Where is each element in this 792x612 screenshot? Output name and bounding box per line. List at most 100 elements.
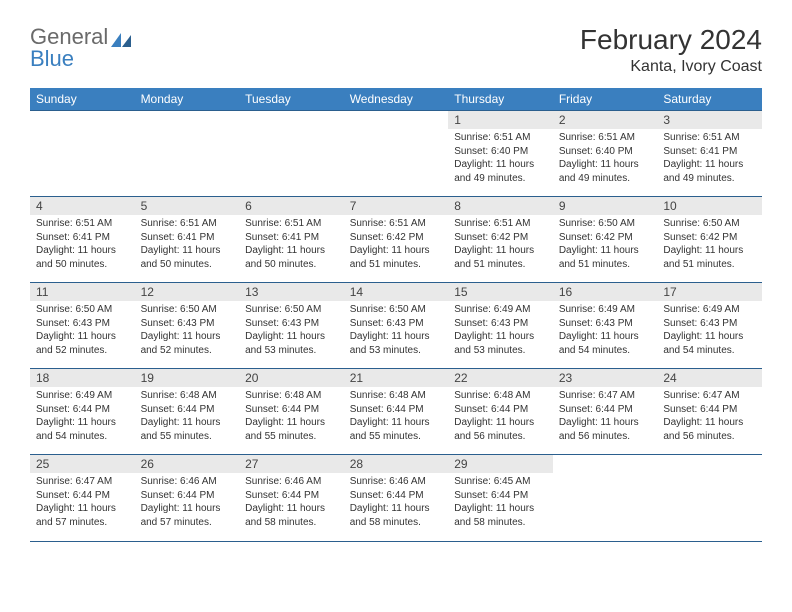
daylight-text: Daylight: 11 hours and 52 minutes. xyxy=(36,330,129,357)
day-cell: 3Sunrise: 6:51 AMSunset: 6:41 PMDaylight… xyxy=(657,111,762,197)
day-cell: 2Sunrise: 6:51 AMSunset: 6:40 PMDaylight… xyxy=(553,111,658,197)
day-details: Sunrise: 6:50 AMSunset: 6:43 PMDaylight:… xyxy=(239,301,344,361)
day-cell: 4Sunrise: 6:51 AMSunset: 6:41 PMDaylight… xyxy=(30,197,135,283)
daylight-text: Daylight: 11 hours and 55 minutes. xyxy=(141,416,234,443)
week-row: 1Sunrise: 6:51 AMSunset: 6:40 PMDaylight… xyxy=(30,111,762,197)
day-details: Sunrise: 6:49 AMSunset: 6:43 PMDaylight:… xyxy=(657,301,762,361)
sunrise-text: Sunrise: 6:51 AM xyxy=(454,217,547,231)
day-number: 28 xyxy=(344,455,449,473)
daylight-text: Daylight: 11 hours and 50 minutes. xyxy=(245,244,338,271)
month-title: February 2024 xyxy=(580,24,762,56)
day-cell: 27Sunrise: 6:46 AMSunset: 6:44 PMDayligh… xyxy=(239,455,344,541)
sunset-text: Sunset: 6:43 PM xyxy=(245,317,338,331)
dayhead-tuesday: Tuesday xyxy=(239,88,344,111)
day-number: 11 xyxy=(30,283,135,301)
sunrise-text: Sunrise: 6:51 AM xyxy=(141,217,234,231)
day-number: 23 xyxy=(553,369,658,387)
sunrise-text: Sunrise: 6:48 AM xyxy=(141,389,234,403)
sunset-text: Sunset: 6:44 PM xyxy=(141,489,234,503)
day-details: Sunrise: 6:50 AMSunset: 6:43 PMDaylight:… xyxy=(30,301,135,361)
day-details: Sunrise: 6:46 AMSunset: 6:44 PMDaylight:… xyxy=(239,473,344,533)
sunrise-text: Sunrise: 6:51 AM xyxy=(559,131,652,145)
day-details: Sunrise: 6:48 AMSunset: 6:44 PMDaylight:… xyxy=(344,387,449,447)
title-block: February 2024 Kanta, Ivory Coast xyxy=(580,24,762,76)
day-details: Sunrise: 6:46 AMSunset: 6:44 PMDaylight:… xyxy=(135,473,240,533)
sunrise-text: Sunrise: 6:50 AM xyxy=(36,303,129,317)
daylight-text: Daylight: 11 hours and 53 minutes. xyxy=(245,330,338,357)
day-details: Sunrise: 6:51 AMSunset: 6:40 PMDaylight:… xyxy=(553,129,658,189)
sunset-text: Sunset: 6:44 PM xyxy=(141,403,234,417)
dayhead-wednesday: Wednesday xyxy=(344,88,449,111)
daylight-text: Daylight: 11 hours and 51 minutes. xyxy=(350,244,443,271)
day-cell: 21Sunrise: 6:48 AMSunset: 6:44 PMDayligh… xyxy=(344,369,449,455)
day-details: Sunrise: 6:49 AMSunset: 6:44 PMDaylight:… xyxy=(30,387,135,447)
sunrise-text: Sunrise: 6:47 AM xyxy=(36,475,129,489)
day-number: 19 xyxy=(135,369,240,387)
daylight-text: Daylight: 11 hours and 54 minutes. xyxy=(559,330,652,357)
daylight-text: Daylight: 11 hours and 53 minutes. xyxy=(454,330,547,357)
sunrise-text: Sunrise: 6:49 AM xyxy=(36,389,129,403)
day-number: 7 xyxy=(344,197,449,215)
sunset-text: Sunset: 6:41 PM xyxy=(36,231,129,245)
day-details: Sunrise: 6:48 AMSunset: 6:44 PMDaylight:… xyxy=(135,387,240,447)
sunset-text: Sunset: 6:42 PM xyxy=(350,231,443,245)
day-cell: 9Sunrise: 6:50 AMSunset: 6:42 PMDaylight… xyxy=(553,197,658,283)
day-details: Sunrise: 6:51 AMSunset: 6:41 PMDaylight:… xyxy=(30,215,135,275)
daylight-text: Daylight: 11 hours and 49 minutes. xyxy=(559,158,652,185)
day-cell: 1Sunrise: 6:51 AMSunset: 6:40 PMDaylight… xyxy=(448,111,553,197)
week-row: 25Sunrise: 6:47 AMSunset: 6:44 PMDayligh… xyxy=(30,455,762,541)
sunset-text: Sunset: 6:43 PM xyxy=(559,317,652,331)
sunrise-text: Sunrise: 6:47 AM xyxy=(559,389,652,403)
day-cell: 11Sunrise: 6:50 AMSunset: 6:43 PMDayligh… xyxy=(30,283,135,369)
sunrise-text: Sunrise: 6:49 AM xyxy=(559,303,652,317)
day-details: Sunrise: 6:51 AMSunset: 6:41 PMDaylight:… xyxy=(657,129,762,189)
day-cell: 28Sunrise: 6:46 AMSunset: 6:44 PMDayligh… xyxy=(344,455,449,541)
dayhead-monday: Monday xyxy=(135,88,240,111)
daylight-text: Daylight: 11 hours and 50 minutes. xyxy=(141,244,234,271)
daylight-text: Daylight: 11 hours and 51 minutes. xyxy=(559,244,652,271)
sunset-text: Sunset: 6:44 PM xyxy=(350,403,443,417)
sunrise-text: Sunrise: 6:50 AM xyxy=(245,303,338,317)
day-number: 16 xyxy=(553,283,658,301)
sunrise-text: Sunrise: 6:48 AM xyxy=(245,389,338,403)
day-details: Sunrise: 6:50 AMSunset: 6:43 PMDaylight:… xyxy=(135,301,240,361)
day-number: 29 xyxy=(448,455,553,473)
week-row: 18Sunrise: 6:49 AMSunset: 6:44 PMDayligh… xyxy=(30,369,762,455)
sunset-text: Sunset: 6:40 PM xyxy=(454,145,547,159)
daylight-text: Daylight: 11 hours and 57 minutes. xyxy=(36,502,129,529)
sunrise-text: Sunrise: 6:46 AM xyxy=(350,475,443,489)
day-cell: 25Sunrise: 6:47 AMSunset: 6:44 PMDayligh… xyxy=(30,455,135,541)
day-details: Sunrise: 6:51 AMSunset: 6:42 PMDaylight:… xyxy=(344,215,449,275)
day-number: 20 xyxy=(239,369,344,387)
daylight-text: Daylight: 11 hours and 49 minutes. xyxy=(454,158,547,185)
dayhead-thursday: Thursday xyxy=(448,88,553,111)
sunrise-text: Sunrise: 6:49 AM xyxy=(663,303,756,317)
sunrise-text: Sunrise: 6:47 AM xyxy=(663,389,756,403)
day-number: 2 xyxy=(553,111,658,129)
day-details: Sunrise: 6:50 AMSunset: 6:43 PMDaylight:… xyxy=(344,301,449,361)
day-cell: 10Sunrise: 6:50 AMSunset: 6:42 PMDayligh… xyxy=(657,197,762,283)
day-cell: 29Sunrise: 6:45 AMSunset: 6:44 PMDayligh… xyxy=(448,455,553,541)
sunrise-text: Sunrise: 6:46 AM xyxy=(245,475,338,489)
day-cell: 7Sunrise: 6:51 AMSunset: 6:42 PMDaylight… xyxy=(344,197,449,283)
week-row: 4Sunrise: 6:51 AMSunset: 6:41 PMDaylight… xyxy=(30,197,762,283)
day-number: 18 xyxy=(30,369,135,387)
dayhead-saturday: Saturday xyxy=(657,88,762,111)
sunset-text: Sunset: 6:44 PM xyxy=(350,489,443,503)
day-number: 21 xyxy=(344,369,449,387)
day-cell xyxy=(239,111,344,197)
day-details: Sunrise: 6:46 AMSunset: 6:44 PMDaylight:… xyxy=(344,473,449,533)
day-cell: 8Sunrise: 6:51 AMSunset: 6:42 PMDaylight… xyxy=(448,197,553,283)
sunset-text: Sunset: 6:40 PM xyxy=(559,145,652,159)
sunset-text: Sunset: 6:41 PM xyxy=(663,145,756,159)
daylight-text: Daylight: 11 hours and 53 minutes. xyxy=(350,330,443,357)
day-cell: 23Sunrise: 6:47 AMSunset: 6:44 PMDayligh… xyxy=(553,369,658,455)
sunrise-text: Sunrise: 6:51 AM xyxy=(350,217,443,231)
day-number: 26 xyxy=(135,455,240,473)
day-details: Sunrise: 6:47 AMSunset: 6:44 PMDaylight:… xyxy=(30,473,135,533)
sunset-text: Sunset: 6:44 PM xyxy=(559,403,652,417)
day-details: Sunrise: 6:51 AMSunset: 6:40 PMDaylight:… xyxy=(448,129,553,189)
calendar-table: Sunday Monday Tuesday Wednesday Thursday… xyxy=(30,88,762,541)
day-number: 1 xyxy=(448,111,553,129)
day-number: 3 xyxy=(657,111,762,129)
